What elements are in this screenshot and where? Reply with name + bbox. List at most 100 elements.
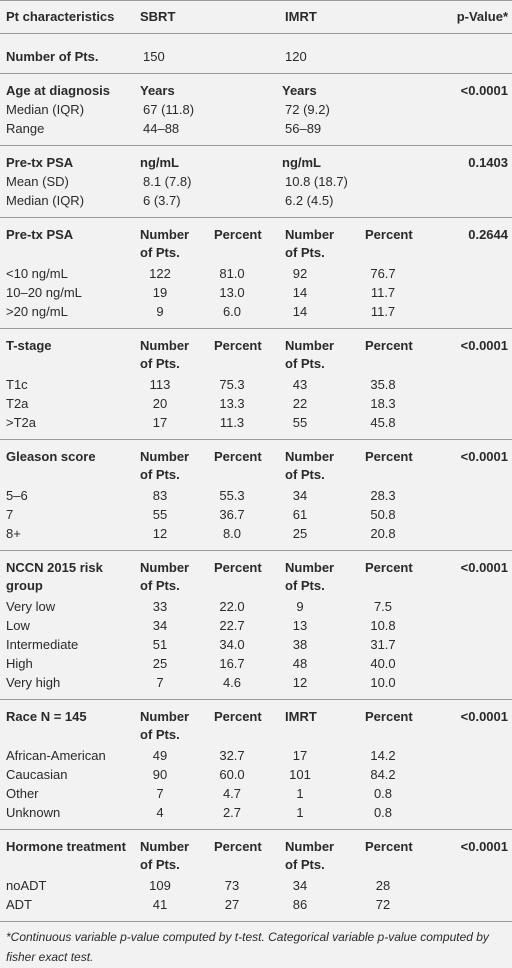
row-divider bbox=[0, 550, 512, 551]
cell-value: 13.3 bbox=[219, 396, 245, 411]
row-label: T2a bbox=[6, 396, 29, 411]
cell-value: 56–89 bbox=[285, 121, 322, 136]
cell-value: 55.3 bbox=[219, 488, 245, 503]
subheader: Percent bbox=[214, 560, 262, 575]
row-label: Range bbox=[6, 121, 45, 136]
cell-value: 9 bbox=[296, 599, 304, 614]
cell-value: 36.7 bbox=[219, 507, 245, 522]
cell-value: 12 bbox=[292, 675, 308, 690]
cell-value: 4.6 bbox=[222, 675, 242, 690]
subheader: Percent bbox=[214, 839, 262, 854]
subheader: Number of Pts. bbox=[285, 338, 335, 371]
cell-value: 35.8 bbox=[370, 377, 396, 392]
row-label: 7 bbox=[6, 507, 14, 522]
cell-value: 16.7 bbox=[219, 656, 245, 671]
cell-value: 49 bbox=[152, 748, 168, 763]
cell-value: 9 bbox=[156, 304, 164, 319]
row-divider bbox=[0, 328, 512, 329]
row-divider bbox=[0, 33, 512, 34]
cell-value: 86 bbox=[292, 897, 308, 912]
count-value: 120 bbox=[285, 49, 307, 64]
cell-value: 109 bbox=[149, 878, 171, 893]
row-label: T1c bbox=[6, 377, 28, 392]
subheader: Percent bbox=[214, 449, 262, 464]
row-label: 5–6 bbox=[6, 488, 28, 503]
cell-value: 1 bbox=[296, 786, 304, 801]
column-header: IMRT bbox=[285, 9, 317, 24]
row-label: 10–20 ng/mL bbox=[6, 285, 82, 300]
section-label: Gleason score bbox=[6, 449, 96, 464]
cell-value: 11.7 bbox=[370, 304, 396, 319]
row-divider bbox=[0, 217, 512, 218]
cell-value: 6.0 bbox=[222, 304, 242, 319]
section-label: Pre-tx PSA bbox=[6, 155, 74, 170]
row-label: >T2a bbox=[6, 415, 36, 430]
row-label: Mean (SD) bbox=[6, 174, 69, 189]
cell-value: 8.1 (7.8) bbox=[143, 174, 192, 189]
row-label: Very low bbox=[6, 599, 56, 614]
row-label: African-American bbox=[6, 748, 106, 763]
cell-value: 6 (3.7) bbox=[143, 193, 181, 208]
row-label: Other bbox=[6, 786, 39, 801]
cell-value: 48 bbox=[292, 656, 308, 671]
row-divider bbox=[0, 439, 512, 440]
cell-value: 44–88 bbox=[143, 121, 180, 136]
row-label: Unknown bbox=[6, 805, 61, 820]
row-divider bbox=[0, 0, 512, 1]
cell-value: 10.8 (18.7) bbox=[285, 174, 348, 189]
row-label: <10 ng/mL bbox=[6, 266, 68, 281]
cell-value: 18.3 bbox=[370, 396, 396, 411]
cell-value: 50.8 bbox=[370, 507, 396, 522]
cell-value: 11.7 bbox=[370, 285, 396, 300]
subheader: Percent bbox=[365, 839, 413, 854]
cell-value: 34 bbox=[152, 618, 168, 633]
cell-value: 19 bbox=[152, 285, 168, 300]
cell-value: 7.5 bbox=[373, 599, 393, 614]
cell-value: 0.8 bbox=[373, 805, 393, 820]
cell-value: 34 bbox=[292, 488, 308, 503]
cell-value: 34 bbox=[292, 878, 308, 893]
cell-value: 2.7 bbox=[222, 805, 242, 820]
subheader: Percent bbox=[214, 227, 262, 242]
subheader: Percent bbox=[365, 449, 413, 464]
section-label: Pre-tx PSA bbox=[6, 227, 74, 242]
subheader: Number of Pts. bbox=[140, 709, 190, 742]
subheader: ng/mL bbox=[282, 155, 321, 170]
p-value: <0.0001 bbox=[460, 560, 508, 575]
section-label: Age at diagnosis bbox=[6, 83, 111, 98]
row-divider bbox=[0, 829, 512, 830]
row-divider bbox=[0, 145, 512, 146]
cell-value: 13 bbox=[292, 618, 308, 633]
row-label: Median (IQR) bbox=[6, 102, 85, 117]
row-divider bbox=[0, 699, 512, 700]
column-header: SBRT bbox=[140, 9, 176, 24]
cell-value: 7 bbox=[156, 675, 164, 690]
cell-value: 4.7 bbox=[222, 786, 242, 801]
row-label: High bbox=[6, 656, 33, 671]
section-label: Number of Pts. bbox=[6, 49, 99, 64]
cell-value: 76.7 bbox=[370, 266, 396, 281]
cell-value: 28.3 bbox=[370, 488, 396, 503]
p-value: <0.0001 bbox=[460, 338, 508, 353]
row-label: Caucasian bbox=[6, 767, 68, 782]
subheader: Number of Pts. bbox=[285, 449, 335, 482]
cell-value: 61 bbox=[292, 507, 308, 522]
row-divider bbox=[0, 73, 512, 74]
footnote: *Continuous variable p-value computed by… bbox=[6, 930, 489, 964]
subheader: Number of Pts. bbox=[140, 227, 190, 260]
section-label: NCCN 2015 risk group bbox=[6, 560, 103, 593]
p-value: <0.0001 bbox=[460, 839, 508, 854]
cell-value: 31.7 bbox=[370, 637, 396, 652]
subheader: Number of Pts. bbox=[140, 449, 190, 482]
cell-value: 6.2 (4.5) bbox=[285, 193, 334, 208]
cell-value: 10.8 bbox=[370, 618, 396, 633]
subheader: Number of Pts. bbox=[285, 839, 335, 872]
row-label: >20 ng/mL bbox=[6, 304, 68, 319]
subheader: Number of Pts. bbox=[285, 560, 335, 593]
row-label: Intermediate bbox=[6, 637, 79, 652]
cell-value: 14 bbox=[292, 304, 308, 319]
cell-value: 12 bbox=[152, 526, 168, 541]
cell-value: 75.3 bbox=[219, 377, 245, 392]
row-label: noADT bbox=[6, 878, 47, 893]
